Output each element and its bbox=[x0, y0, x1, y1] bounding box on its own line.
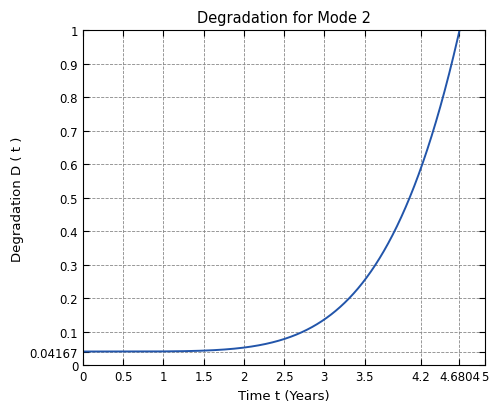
Y-axis label: Degradation D ( t ): Degradation D ( t ) bbox=[11, 136, 24, 261]
X-axis label: Time t (Years): Time t (Years) bbox=[238, 389, 330, 402]
Title: Degradation for Mode 2: Degradation for Mode 2 bbox=[197, 11, 371, 26]
